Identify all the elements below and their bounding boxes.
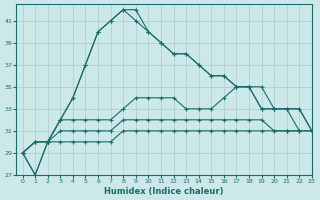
X-axis label: Humidex (Indice chaleur): Humidex (Indice chaleur) bbox=[104, 187, 224, 196]
